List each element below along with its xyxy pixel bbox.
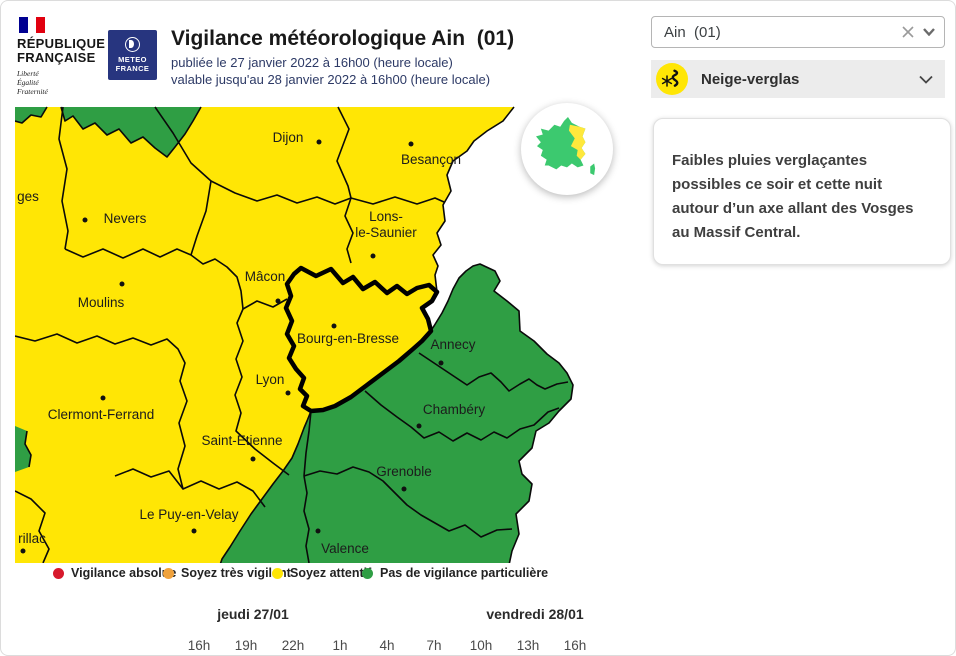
timeline-hour[interactable]: 19h	[234, 638, 258, 653]
city-dot	[370, 253, 376, 259]
timeline-hour[interactable]: 16h	[187, 638, 211, 653]
legend-item-absolue: Vigilance absolue	[53, 566, 176, 580]
timeline-hour[interactable]: 10h	[469, 638, 493, 653]
city-label-le-puy-en-velay: Le Puy-en-Velay	[139, 507, 239, 522]
timeline-hour[interactable]: 13h	[516, 638, 540, 653]
france-overview-inset	[521, 103, 613, 195]
city-label-besancon: Besançon	[400, 152, 462, 167]
city-dot	[119, 281, 125, 287]
city-label-annecy: Annecy	[430, 337, 476, 352]
legend-yellow-dot-icon	[272, 567, 283, 579]
department-borders	[15, 106, 574, 563]
department-select[interactable]: Ain (01)	[651, 16, 945, 48]
department-ain-outline	[283, 265, 440, 414]
department-select-value: Ain (01)	[664, 23, 721, 41]
publication-date: publiée le 27 janvier 2022 à 16h00 (heur…	[171, 55, 453, 70]
timeline-hour[interactable]: 4h	[379, 638, 395, 653]
city-label-valence: Valence	[321, 541, 369, 556]
city-label-bourg-en-bresse: Bourg-en-Bresse	[296, 331, 400, 346]
city-label-grenoble: Grenoble	[376, 464, 432, 479]
timeline-day-2: vendredi 28/01	[486, 606, 584, 622]
timeline-hour[interactable]: 7h	[426, 638, 442, 653]
legend-orange-dot-icon	[163, 567, 174, 579]
vigilance-map: Dijon Besançon Nevers Lons- le-Saunier M…	[15, 101, 615, 563]
rf-name-line2: FRANÇAISE	[17, 50, 96, 65]
city-label-saint-etienne: Saint-Etienne	[201, 433, 283, 448]
city-dot	[401, 486, 407, 492]
timeline-hour[interactable]: 16h	[563, 638, 587, 653]
map-canvas	[15, 106, 574, 563]
city-label-macon: Mâcon	[244, 269, 286, 284]
rf-motto-line3: Fraternité	[17, 87, 48, 96]
validity-date: valable jusqu'au 28 janvier 2022 à 16h00…	[171, 72, 491, 87]
region-yellow-attentif	[15, 107, 514, 563]
region-green-west-sliver	[15, 426, 31, 472]
city-dot	[100, 395, 106, 401]
clear-icon[interactable]	[901, 25, 915, 39]
legend-label: Vigilance absolue	[71, 566, 177, 580]
mf-text-line1: METEO	[118, 55, 147, 64]
city-dot	[331, 323, 337, 329]
page-title: Vigilance météorologique Ain (01)	[171, 27, 515, 50]
city-dot	[20, 548, 26, 554]
city-dot	[416, 423, 422, 429]
legend-red-dot-icon	[53, 567, 64, 579]
france-map-icon	[536, 117, 596, 176]
meteo-france-logo: METEO FRANCE	[108, 30, 157, 80]
mf-text-line2: FRANCE	[115, 64, 150, 73]
city-dot	[250, 456, 256, 462]
city-label-moulins: Moulins	[77, 295, 125, 310]
city-dot	[438, 360, 444, 366]
timeline-hour[interactable]: 22h	[281, 638, 305, 653]
legend-item-attentif: Soyez attentif	[272, 566, 371, 580]
city-label-nevers: Nevers	[103, 211, 147, 226]
city-label-aurillac-partial: rillac	[18, 531, 46, 546]
city-label-clermont-ferrand: Clermont-Ferrand	[47, 407, 155, 422]
timeline-hour[interactable]: 1h	[332, 638, 348, 653]
city-dot	[408, 141, 414, 147]
meteo-france-icon	[125, 37, 140, 52]
region-green-north	[61, 107, 201, 157]
city-dot	[191, 528, 197, 534]
republique-francaise-logo: RÉPUBLIQUE FRANÇAISE Liberté Égalité Fra…	[17, 17, 105, 96]
rf-name-line1: RÉPUBLIQUE	[17, 36, 106, 51]
legend-label: Soyez très vigilant	[181, 566, 291, 580]
city-label-dijon: Dijon	[272, 130, 304, 145]
city-label-lyon: Lyon	[255, 372, 285, 387]
timeline-day-1: jeudi 27/01	[217, 606, 289, 622]
city-label-chambery: Chambéry	[422, 402, 486, 417]
legend-label: Soyez attentif	[290, 566, 372, 580]
region-green-southeast	[220, 264, 573, 563]
phenomenon-row-neige-verglas[interactable]: Neige-verglas	[651, 60, 945, 98]
city-dot	[82, 217, 88, 223]
city-dot	[315, 528, 321, 534]
legend-item-pas-de-vigilance: Pas de vigilance particulière	[362, 566, 548, 580]
bulletin-text: Faibles pluies verglaçantes possibles ce…	[672, 152, 914, 241]
legend-item-tres-vigilant: Soyez très vigilant	[163, 566, 291, 580]
french-flag-icon	[19, 17, 46, 33]
city-dot	[316, 139, 322, 145]
bulletin-card: Faibles pluies verglaçantes possibles ce…	[653, 118, 951, 265]
city-dot	[275, 298, 281, 304]
city-label-bourges-partial: ges	[17, 189, 39, 204]
chevron-down-icon[interactable]	[919, 75, 933, 84]
snowflake-skid-icon	[656, 63, 688, 95]
rf-motto-line2: Égalité	[17, 78, 39, 87]
city-label-lons-le-saunier: Lons- le-Saunier	[355, 209, 417, 240]
phenomenon-label: Neige-verglas	[701, 70, 800, 88]
city-dot	[285, 390, 291, 396]
chevron-down-icon[interactable]	[923, 28, 935, 36]
legend-label: Pas de vigilance particulière	[380, 566, 549, 580]
legend-green-dot-icon	[362, 567, 373, 579]
rf-motto-line1: Liberté	[17, 69, 39, 78]
